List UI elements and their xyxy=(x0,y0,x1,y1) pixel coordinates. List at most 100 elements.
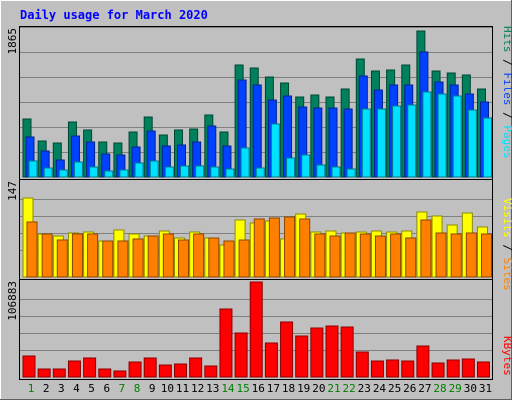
legend-kbytes: KBytes xyxy=(501,336,512,376)
x-tick-label-day-29: 29 xyxy=(449,382,462,395)
bar-kbytes-day-21 xyxy=(325,325,339,378)
bar-pages-day-1 xyxy=(28,160,38,178)
bar-pages-day-22 xyxy=(346,168,356,178)
bar-kbytes-day-11 xyxy=(174,363,187,378)
x-tick-label-day-18: 18 xyxy=(282,382,295,395)
bar-files-day-22 xyxy=(343,108,353,178)
x-tick-label-day-7: 7 xyxy=(119,382,126,395)
bar-sites-day-24 xyxy=(374,235,386,278)
bar-sites-day-12 xyxy=(193,233,205,278)
bar-sites-day-14 xyxy=(223,240,235,278)
bar-kbytes-day-17 xyxy=(264,342,278,378)
bar-pages-day-5 xyxy=(89,166,99,178)
legend-hits-files-pages: Hits / Files / Pages xyxy=(501,26,512,159)
bar-pages-day-6 xyxy=(104,170,114,178)
legend-entry-hits: Hits xyxy=(501,26,512,53)
bar-kbytes-day-23 xyxy=(355,351,369,378)
bar-sites-day-20 xyxy=(314,233,326,278)
bar-sites-day-10 xyxy=(162,233,174,278)
bar-kbytes-day-9 xyxy=(143,357,157,378)
bar-kbytes-day-8 xyxy=(128,361,142,378)
x-tick-label-day-3: 3 xyxy=(58,382,65,395)
bar-pages-day-25 xyxy=(392,105,402,178)
bar-pages-day-30 xyxy=(467,109,477,178)
bar-sites-day-28 xyxy=(435,232,447,278)
bar-kbytes-day-12 xyxy=(189,357,203,378)
bar-pages-day-12 xyxy=(195,165,205,178)
legend-visits-sites: Visits / Sites xyxy=(501,198,512,291)
bar-sites-day-2 xyxy=(41,233,53,278)
x-tick-label-day-30: 30 xyxy=(464,382,477,395)
bar-kbytes-day-24 xyxy=(370,360,384,378)
bar-sites-day-16 xyxy=(253,218,265,278)
x-tick-label-day-16: 16 xyxy=(252,382,265,395)
bar-files-day-16 xyxy=(252,84,262,178)
y-max-label-visits: 147 xyxy=(6,181,19,201)
x-tick-label-day-19: 19 xyxy=(297,382,310,395)
bar-kbytes-day-14 xyxy=(219,308,233,378)
bar-pages-day-11 xyxy=(180,165,189,178)
bar-kbytes-day-28 xyxy=(431,362,445,378)
bar-sites-day-3 xyxy=(56,239,68,278)
bar-kbytes-day-6 xyxy=(98,368,112,378)
bar-pages-day-18 xyxy=(286,157,296,178)
bar-kbytes-day-18 xyxy=(280,321,294,378)
bar-pages-day-31 xyxy=(483,117,492,178)
bar-pages-day-9 xyxy=(149,160,159,178)
y-max-label-hits: 1865 xyxy=(6,28,19,55)
chart-title: Daily usage for March 2020 xyxy=(20,8,208,22)
x-tick-label-day-20: 20 xyxy=(312,382,325,395)
bar-kbytes-day-26 xyxy=(401,360,415,378)
bar-pages-day-14 xyxy=(225,168,235,178)
bar-pages-day-23 xyxy=(361,108,371,178)
legend-entry-kbytes: KBytes xyxy=(501,336,512,376)
legend-entry-sites: Sites xyxy=(501,258,512,291)
bar-sites-day-1 xyxy=(26,221,38,278)
bar-pages-day-8 xyxy=(134,162,144,178)
bar-kbytes-day-19 xyxy=(295,335,309,378)
bar-kbytes-day-3 xyxy=(52,368,66,378)
bar-sites-day-9 xyxy=(147,235,159,278)
bar-sites-day-13 xyxy=(208,237,220,278)
bar-sites-day-15 xyxy=(238,239,250,278)
x-tick-label-day-17: 17 xyxy=(267,382,280,395)
x-tick-label-day-28: 28 xyxy=(433,382,446,395)
legend-separator: / xyxy=(501,106,512,126)
bar-kbytes-day-25 xyxy=(386,359,400,378)
bar-sites-day-27 xyxy=(420,219,432,278)
bar-sites-day-29 xyxy=(450,233,462,278)
bar-kbytes-day-4 xyxy=(67,360,81,378)
bar-pages-day-27 xyxy=(422,91,432,178)
bar-sites-day-11 xyxy=(178,239,189,278)
bar-kbytes-day-30 xyxy=(461,358,475,378)
bar-pages-day-21 xyxy=(331,166,341,178)
bar-sites-day-19 xyxy=(299,218,311,278)
bar-kbytes-day-13 xyxy=(204,365,218,378)
x-tick-label-day-10: 10 xyxy=(161,382,174,395)
x-tick-label-day-24: 24 xyxy=(373,382,387,395)
legend-entry-files: Files xyxy=(501,72,512,105)
x-tick-label-day-9: 9 xyxy=(149,382,156,395)
x-tick-label-day-14: 14 xyxy=(221,382,235,395)
bar-kbytes-day-5 xyxy=(83,357,97,378)
bar-pages-day-24 xyxy=(376,108,386,178)
bar-kbytes-day-15 xyxy=(234,332,248,378)
bar-pages-day-15 xyxy=(240,147,250,178)
y-max-label-kbytes: 106883 xyxy=(6,281,19,321)
bar-kbytes-day-20 xyxy=(310,327,324,378)
bar-kbytes-day-7 xyxy=(113,370,127,378)
x-tick-label-day-6: 6 xyxy=(103,382,110,395)
bar-pages-day-26 xyxy=(407,104,417,178)
x-tick-label-day-1: 1 xyxy=(28,382,35,395)
bar-pages-day-19 xyxy=(301,154,311,178)
bar-sites-day-31 xyxy=(481,233,492,278)
bar-pages-day-7 xyxy=(119,169,129,178)
x-tick-label-day-12: 12 xyxy=(191,382,204,395)
bar-kbytes-day-29 xyxy=(446,359,460,378)
bar-kbytes-day-27 xyxy=(416,345,430,378)
legend-separator: / xyxy=(501,238,512,258)
x-tick-label-day-25: 25 xyxy=(388,382,401,395)
x-tick-label-day-2: 2 xyxy=(43,382,50,395)
